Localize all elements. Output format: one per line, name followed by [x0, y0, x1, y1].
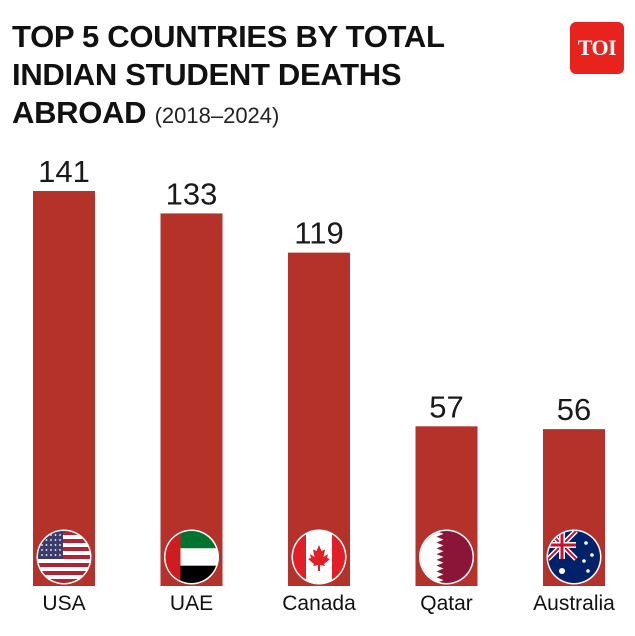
value-label-qatar: 57 [429, 389, 463, 424]
category-label-uae: UAE [170, 592, 213, 615]
bar-uae [160, 213, 223, 586]
value-label-canada: 119 [294, 216, 343, 251]
qatar-flag-icon [419, 529, 474, 585]
title-line-2: INDIAN STUDENT DEATHS [12, 57, 402, 92]
title-line-3-text: ABROAD [12, 95, 147, 130]
category-label-qatar: Qatar [420, 592, 473, 615]
bars-layer: 141 USA 133 UAE 119 Canada 57 Qatar 56 Australia [33, 154, 615, 615]
title-line-3: ABROAD (2018–2024) [12, 94, 532, 135]
value-label-australia: 56 [557, 392, 591, 427]
category-label-canada: Canada [282, 592, 356, 615]
bar-usa [33, 191, 95, 586]
usa-flag-icon [36, 529, 92, 585]
australia-flag-icon [546, 529, 602, 585]
value-label-uae: 133 [166, 176, 218, 211]
category-label-australia: Australia [533, 592, 615, 615]
chart-title: TOP 5 COUNTRIES BY TOTAL INDIAN STUDENT … [12, 18, 532, 135]
toi-logo: TOI [570, 22, 624, 74]
value-label-usa: 141 [38, 154, 90, 189]
chart-subtitle: (2018–2024) [154, 103, 280, 128]
title-line-1: TOP 5 COUNTRIES BY TOTAL [12, 19, 445, 54]
category-label-usa: USA [42, 592, 85, 615]
uae-flag-icon [164, 529, 219, 585]
canada-flag-icon [291, 529, 347, 585]
